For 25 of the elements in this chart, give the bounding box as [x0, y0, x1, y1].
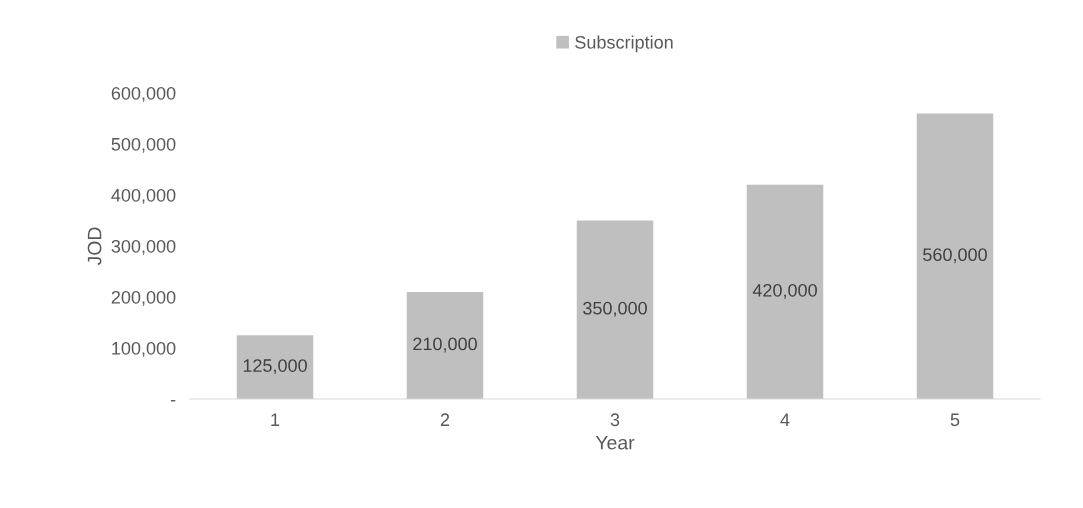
- data-label: 125,000: [243, 359, 307, 375]
- bar: [916, 113, 994, 399]
- data-label: 350,000: [583, 301, 647, 317]
- x-axis-title: Year: [595, 435, 635, 450]
- y-axis-title: JOD: [87, 227, 102, 266]
- x-tick-label: 4: [780, 413, 790, 426]
- y-tick-label: 100,000: [112, 341, 176, 357]
- x-tick-label: 2: [440, 413, 450, 426]
- data-label: 210,000: [413, 337, 477, 353]
- data-label: 420,000: [752, 283, 817, 299]
- y-tick-label: 400,000: [111, 188, 176, 204]
- y-tick-label: -: [170, 400, 176, 402]
- y-tick-label: 500,000: [111, 137, 176, 153]
- x-tick-label: 1: [271, 413, 280, 426]
- y-tick-label: 300,000: [111, 239, 176, 255]
- legend-label: Subscription: [575, 35, 673, 53]
- x-tick-label: 3: [610, 413, 620, 427]
- x-tick-label: 5: [950, 413, 960, 427]
- y-tick-label: 600,000: [111, 86, 176, 102]
- data-label: 560,000: [923, 248, 987, 264]
- y-tick-label: 200,000: [111, 290, 176, 306]
- bar: [236, 335, 314, 399]
- bar: [746, 184, 824, 399]
- bar: [406, 291, 484, 399]
- bar: [576, 220, 654, 399]
